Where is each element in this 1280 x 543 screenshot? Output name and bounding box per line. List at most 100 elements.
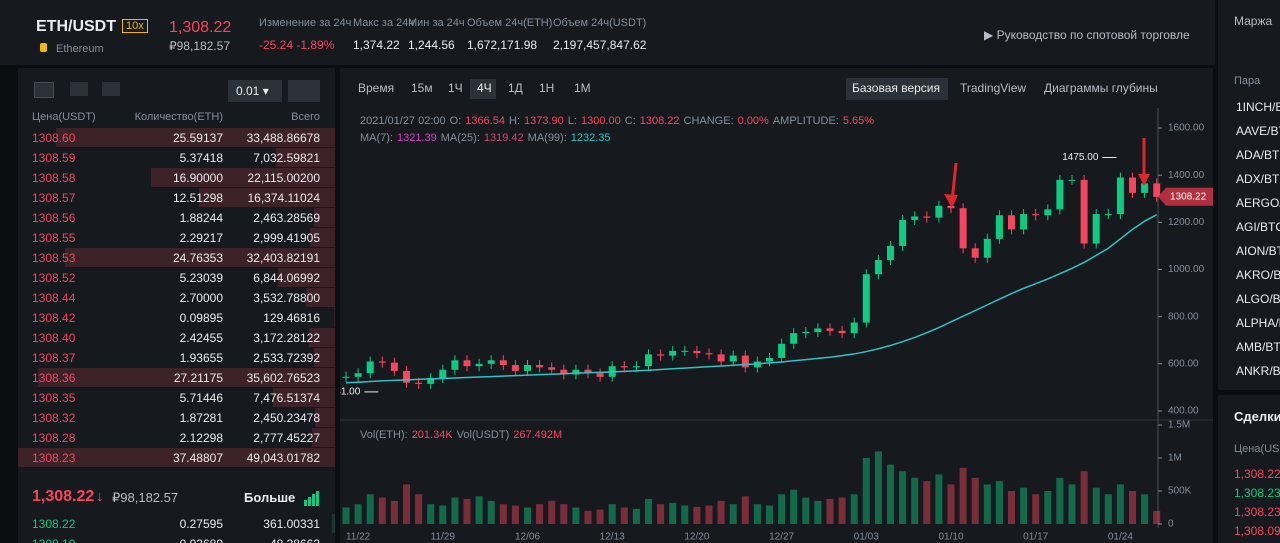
stat-value: 2,197,457,847.62 [553, 38, 647, 52]
candle [560, 369, 568, 375]
view-toggle[interactable] [70, 82, 88, 96]
market-pair[interactable]: ALGO/BTC [1236, 292, 1280, 306]
active-interval [470, 79, 496, 99]
candle [620, 366, 628, 368]
red-arrow-head [944, 194, 958, 208]
volume-bar [657, 504, 665, 524]
candle [1129, 177, 1136, 193]
candle [1104, 214, 1112, 216]
candle [415, 382, 423, 384]
volume-bar [814, 500, 822, 524]
ob-cell: 1308.58 [32, 171, 76, 185]
ob-cell: 1308.10 [32, 537, 75, 543]
market-pair[interactable]: AAVE/BTC [1236, 124, 1280, 138]
red-arrow-head [1138, 174, 1150, 186]
market-pair[interactable]: 1INCH/BTC [1236, 100, 1280, 114]
stat-label: Макс за 24ч [353, 17, 415, 29]
last-price: 1,308.22 [32, 488, 95, 505]
interval[interactable]: 1Д [508, 81, 523, 95]
volume-bar [1080, 471, 1088, 524]
volume-bar [862, 458, 870, 524]
ob-cell: 49,043.01782 [246, 451, 320, 465]
volume-bar [390, 500, 398, 524]
depth-bar [305, 288, 335, 307]
volume-bar [838, 497, 846, 524]
volume-bar [778, 494, 786, 524]
volume-bar [693, 506, 701, 524]
candle [511, 365, 519, 371]
depth-bar [18, 448, 335, 467]
x-tick-label: 01/24 [1108, 532, 1133, 543]
interval[interactable]: 1Н [539, 81, 554, 95]
info-text: 1300.00 [581, 115, 621, 127]
depth-bar [150, 168, 335, 187]
ob-cell: 0.09895 [179, 311, 223, 325]
ob-cell: 2,777.45227 [253, 431, 320, 445]
x-tick-label: 12/20 [684, 532, 709, 543]
interval[interactable]: 15м [411, 81, 433, 95]
icon [308, 497, 311, 506]
interval[interactable]: 1М [574, 81, 591, 95]
info-text: L: [568, 115, 577, 127]
view-tab[interactable]: Диаграммы глубины [1044, 81, 1158, 95]
candle [451, 360, 459, 370]
market-pair[interactable]: AION/BTC [1236, 244, 1280, 258]
x-tick-label: 01/03 [854, 532, 879, 543]
candle [947, 205, 955, 209]
depth-bar [308, 328, 335, 347]
volume-bar [378, 497, 386, 524]
info-text: 267.492M [513, 429, 562, 441]
column-header: Количество(ETH) [134, 111, 223, 123]
vol-tick-label: 0 [1168, 519, 1174, 530]
interval[interactable]: 4Ч [477, 81, 492, 95]
guide-link[interactable]: ▶ Руководство по спотовой торговле [984, 28, 1190, 42]
view-toggle[interactable] [102, 82, 120, 96]
annotation: 1475.00 [1062, 152, 1099, 163]
depth-bar [276, 148, 335, 167]
ob-cell: 16,374.11024 [247, 191, 320, 205]
ob-cell: 27.21175 [173, 371, 223, 385]
more-link[interactable]: Больше [244, 490, 296, 505]
step-select[interactable]: 0.01 ▾ [228, 80, 282, 102]
candle [778, 343, 786, 358]
interval[interactable]: 1Ч [448, 81, 463, 95]
stat-label: Изменение за 24ч [259, 17, 352, 29]
ob-cell: 1308.60 [32, 131, 76, 145]
last-price-rub: ₽98,182.57 [112, 490, 179, 505]
ob-cell: 7,476.51374 [253, 391, 320, 405]
y-tick-label: 1600.00 [1168, 123, 1205, 134]
view-toggle[interactable] [34, 82, 54, 98]
market-pair[interactable]: AGI/BTC [1236, 220, 1280, 234]
guide-text[interactable]: Руководство по спотовой торговле [996, 28, 1190, 42]
ob-cell: 1308.52 [32, 271, 76, 285]
volume-bar [1020, 487, 1028, 524]
y-tick-label: 600.00 [1168, 358, 1199, 369]
y-tick-label: 800.00 [1168, 311, 1199, 322]
market-pair[interactable]: ADA/BTC [1236, 148, 1280, 162]
interval: Время [358, 81, 394, 95]
view-tab[interactable]: Базовая версия [852, 81, 940, 95]
candle [378, 361, 386, 363]
market-pair[interactable]: AKRO/BTC [1236, 268, 1280, 282]
coin-name[interactable]: Ethereum [56, 43, 104, 55]
settings-button[interactable] [288, 80, 320, 102]
market-tab[interactable]: Маржа [1234, 14, 1273, 28]
market-pair[interactable]: ALPHA/BTC [1236, 316, 1280, 330]
icon [304, 500, 307, 506]
market-pair[interactable]: ANKR/BTC [1236, 364, 1280, 378]
info-text: Vol(ETH): [360, 429, 408, 441]
candle [1008, 215, 1015, 230]
step[interactable]: 0.01 [236, 84, 260, 98]
ob-cell: 1.87281 [179, 411, 223, 425]
candle [766, 357, 773, 362]
pair[interactable]: ETH/USDT [36, 18, 116, 35]
view-tab[interactable]: TradingView [960, 81, 1026, 95]
market-pair[interactable]: ADX/BTC [1236, 172, 1280, 186]
price-tag-label: 1308.22 [1170, 191, 1207, 202]
candle [487, 360, 495, 364]
info-text: C: [625, 115, 636, 127]
candle [524, 365, 531, 371]
market-pair[interactable]: AERGO/BTC [1236, 196, 1280, 210]
ob-cell: 24.76353 [172, 251, 223, 265]
market-pair[interactable]: AMB/BTC [1236, 340, 1280, 354]
